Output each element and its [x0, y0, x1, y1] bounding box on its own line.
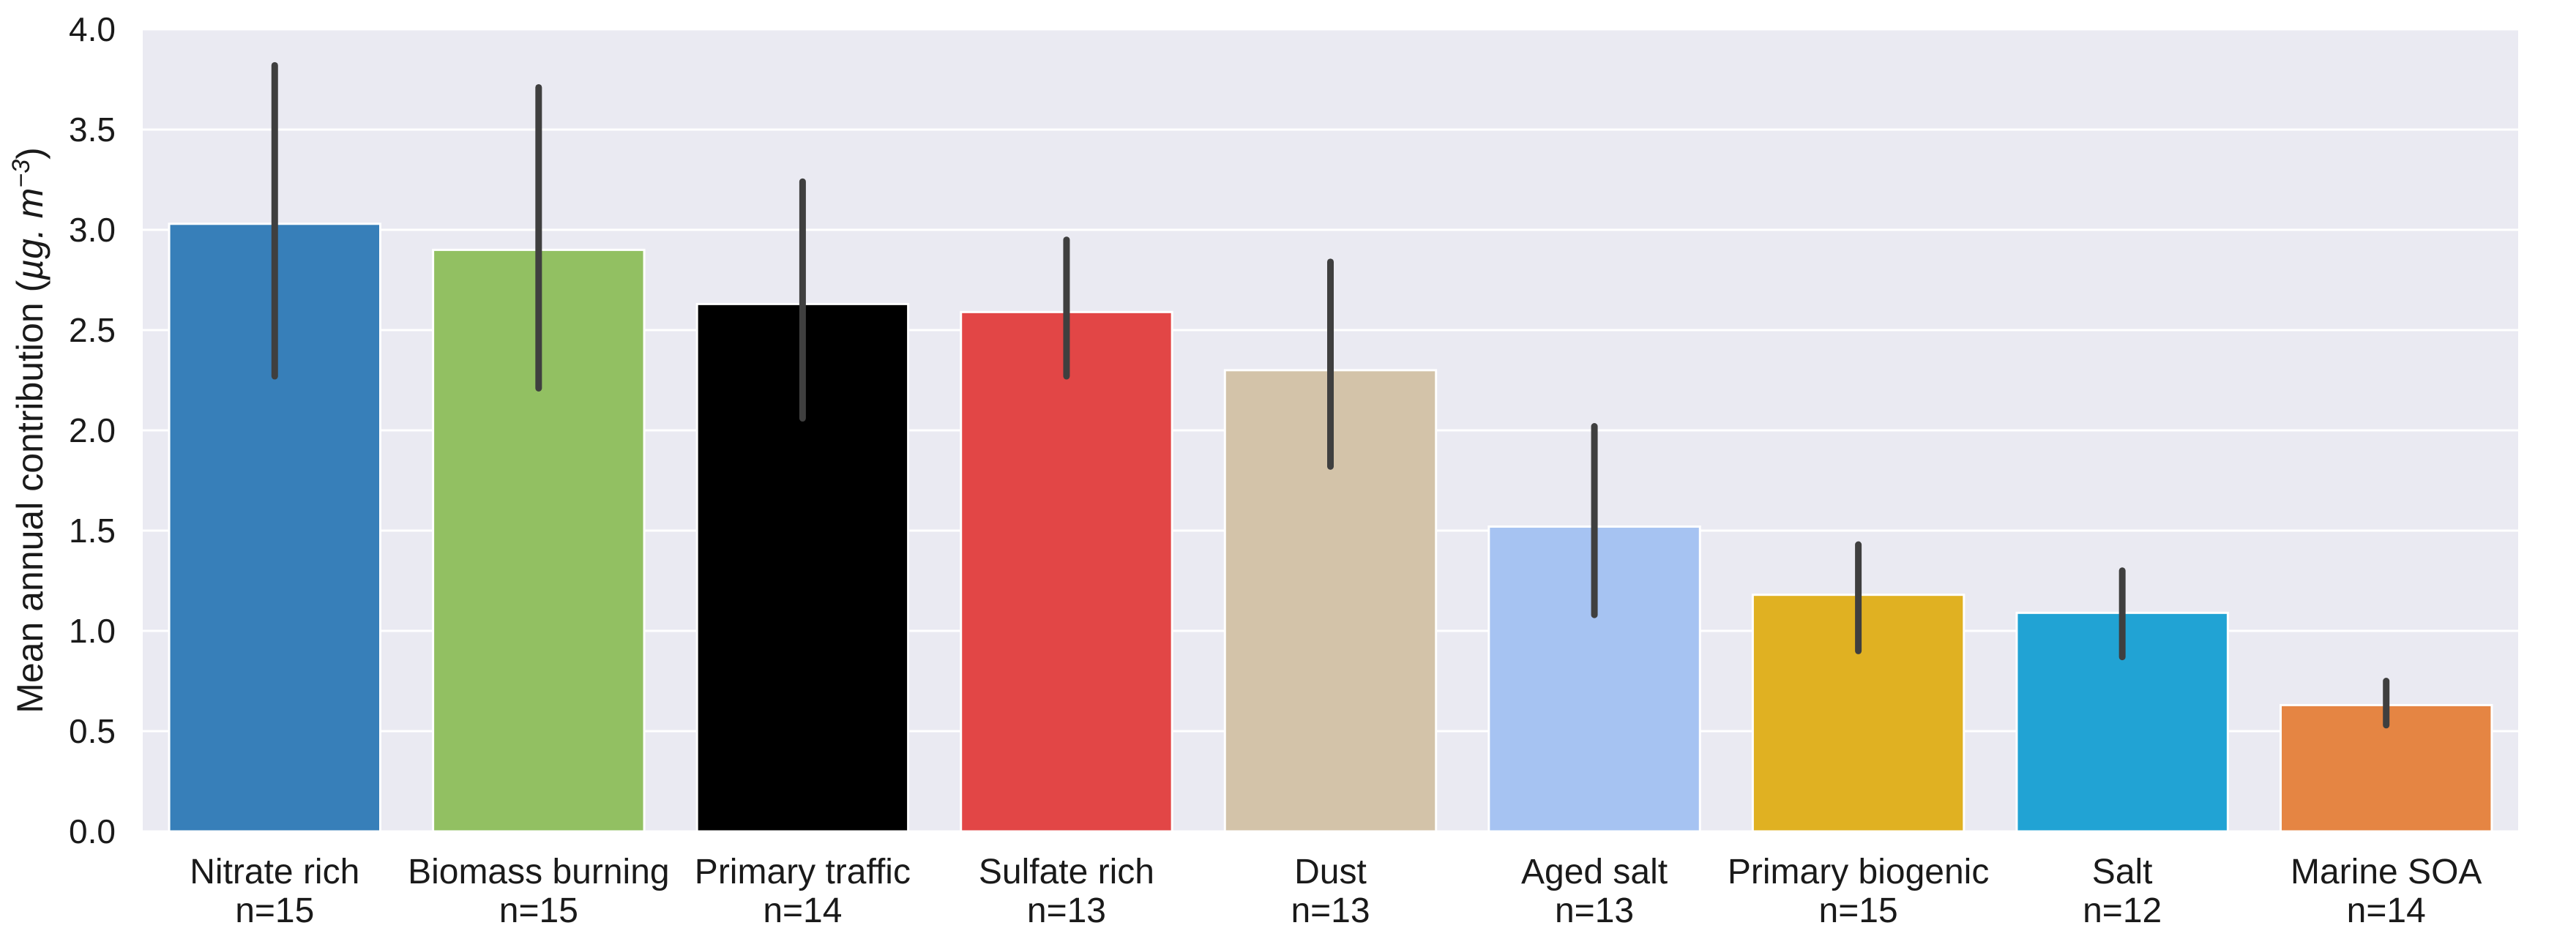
y-tick-label: 4.0 [69, 10, 116, 48]
x-tick-count: n=13 [1291, 891, 1370, 930]
x-tick-count: n=13 [1555, 891, 1634, 930]
y-tick-label: 0.5 [69, 712, 116, 750]
y-tick-label: 3.5 [69, 111, 116, 149]
x-tick-label: Salt [2092, 853, 2153, 891]
x-tick-label: Marine SOA [2291, 853, 2482, 891]
x-tick-label: Aged salt [1521, 853, 1668, 891]
y-tick-label: 1.0 [69, 612, 116, 650]
x-tick-count: n=13 [1027, 891, 1106, 930]
y-tick-label: 2.0 [69, 411, 116, 449]
x-tick-count: n=14 [2347, 891, 2426, 930]
x-tick-count: n=15 [499, 891, 578, 930]
x-tick-label: Nitrate rich [190, 853, 359, 891]
y-axis-label: Mean annual contribution (µg. m−3) [7, 147, 51, 714]
y-tick-label: 1.5 [69, 512, 116, 550]
y-axis-ticks: 0.0 0.5 1.0 1.5 2.0 2.5 3.0 3.5 4.0 [69, 10, 116, 850]
x-tick-count: n=15 [235, 891, 314, 930]
x-tick-count: n=15 [1819, 891, 1898, 930]
x-tick-count: n=14 [763, 891, 842, 930]
x-tick-count: n=12 [2083, 891, 2162, 930]
bar [960, 310, 1173, 833]
x-tick-label: Dust [1294, 853, 1367, 891]
y-axis-label-unit: µg. m [10, 188, 51, 281]
y-axis-label-exponent: −3 [7, 160, 35, 188]
y-axis-label-close: ) [10, 147, 51, 160]
x-tick-label: Primary biogenic [1728, 853, 1989, 891]
error-bars [271, 61, 2390, 729]
x-tick-label: Biomass burning [408, 853, 670, 891]
x-tick-label: Primary traffic [695, 853, 911, 891]
y-axis-label-text: Mean annual contribution ( [10, 280, 51, 713]
y-tick-label: 3.0 [69, 211, 116, 249]
y-tick-label: 0.0 [69, 812, 116, 850]
y-tick-label: 2.5 [69, 311, 116, 349]
x-tick-label: Sulfate rich [979, 853, 1154, 891]
